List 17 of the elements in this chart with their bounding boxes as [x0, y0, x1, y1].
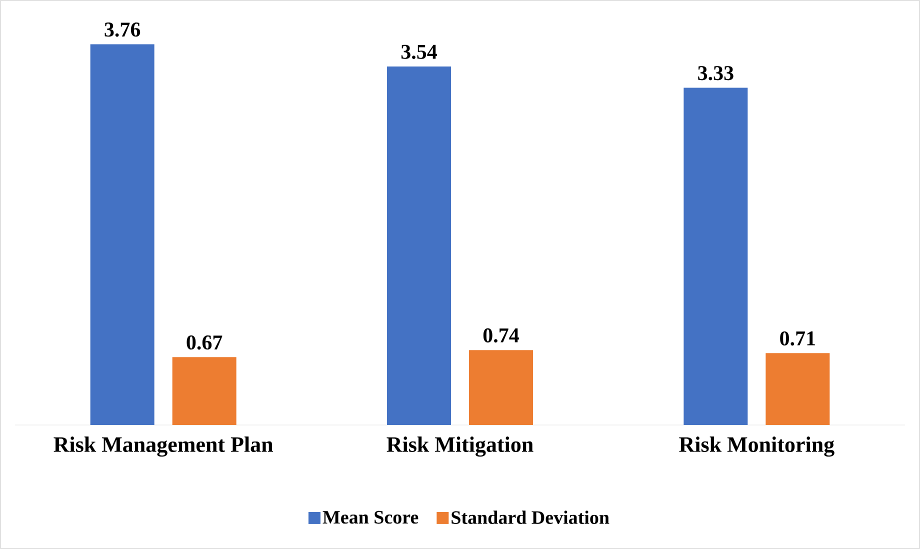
bar: [766, 353, 830, 425]
data-label: 0.74: [483, 328, 519, 343]
legend-label: Standard Deviation: [452, 510, 610, 524]
data-label: 3.76: [104, 22, 140, 37]
bar: [90, 44, 154, 425]
bar: [172, 357, 236, 425]
bar: [684, 88, 748, 425]
data-label: 0.67: [186, 335, 222, 350]
x-tick-label: Risk Monitoring: [679, 436, 834, 457]
x-tick-label: Risk Mitigation: [386, 436, 534, 457]
bar: [469, 350, 534, 425]
data-label: 0.71: [780, 331, 815, 346]
data-label: 3.33: [698, 66, 734, 80]
legend-label: Mean Score: [322, 510, 418, 524]
bar: [387, 66, 452, 425]
data-label: 3.54: [401, 44, 437, 60]
x-tick-label: Risk Management Plan: [54, 436, 274, 457]
